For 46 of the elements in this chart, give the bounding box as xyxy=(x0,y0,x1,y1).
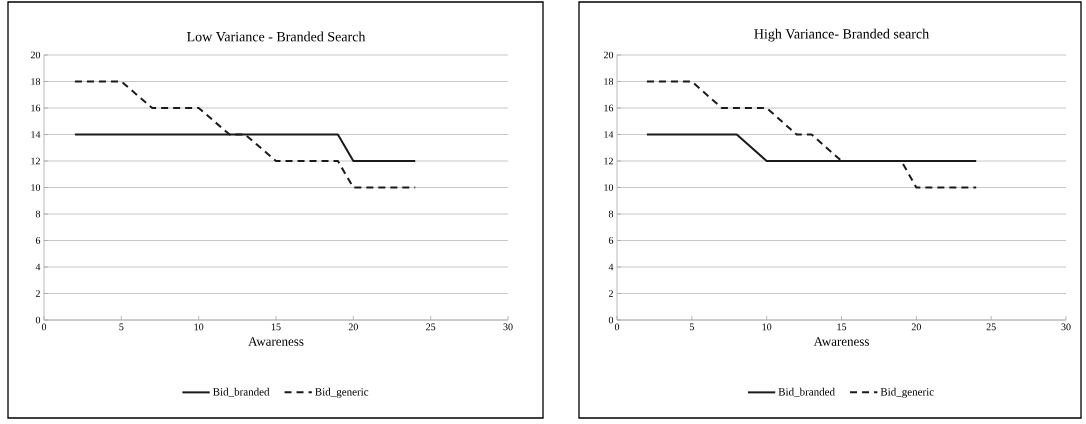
x-tick-label: 25 xyxy=(426,323,436,331)
x-tick-label: 10 xyxy=(194,323,204,331)
y-tick-label: 0 xyxy=(608,316,614,324)
y-tick-label: 20 xyxy=(30,51,41,59)
x-tick-label: 0 xyxy=(41,323,47,331)
y-tick-label: 4 xyxy=(35,263,41,271)
y-tick-label: 6 xyxy=(608,237,614,244)
y-tick-label: 12 xyxy=(604,157,613,165)
y-tick-label: 18 xyxy=(604,78,614,85)
chart-title: Low Variance - Branded Search xyxy=(187,31,366,42)
y-tick-label: 16 xyxy=(31,104,41,112)
y-tick-label: 16 xyxy=(604,104,614,112)
y-tick-label: 20 xyxy=(603,51,614,59)
x-tick-label: 20 xyxy=(911,323,921,331)
legend-label: Bid_branded xyxy=(213,387,270,397)
chart-title: High Variance- Branded search xyxy=(754,28,929,42)
x-tick-label: 30 xyxy=(1061,323,1071,331)
legend-label: Bid_generic xyxy=(880,387,934,398)
y-tick-label: 2 xyxy=(608,290,613,297)
x-tick-label: 20 xyxy=(348,323,358,331)
y-tick-label: 6 xyxy=(35,237,41,244)
line-series xyxy=(645,80,978,189)
y-tick-label: 8 xyxy=(35,210,41,218)
y-tick-label: 12 xyxy=(31,157,40,165)
x-tick-label: 5 xyxy=(689,323,694,331)
x-tick-label: 15 xyxy=(271,323,281,331)
y-tick-label: 10 xyxy=(604,184,614,191)
x-tick-label: 10 xyxy=(762,323,772,331)
y-tick-label: 8 xyxy=(608,210,614,218)
legend-label: Bid_branded xyxy=(778,387,835,397)
x-tick-label: 25 xyxy=(986,323,996,331)
x-axis-title: Awareness xyxy=(248,337,304,346)
x-tick-label: 15 xyxy=(837,323,847,331)
x-tick-label: 0 xyxy=(614,323,620,331)
line-series xyxy=(73,80,417,189)
y-tick-label: 0 xyxy=(35,316,41,324)
y-tick-label: 14 xyxy=(31,131,41,138)
legend-label: Bid_generic xyxy=(315,387,369,398)
x-tick-label: 5 xyxy=(119,323,124,331)
y-tick-label: 2 xyxy=(35,290,40,297)
y-tick-label: 10 xyxy=(31,184,41,191)
y-tick-label: 4 xyxy=(608,263,614,271)
y-tick-label: 14 xyxy=(604,131,614,138)
y-tick-label: 18 xyxy=(31,78,41,85)
x-tick-label: 30 xyxy=(503,323,513,331)
x-axis-title: Awareness xyxy=(813,337,869,346)
